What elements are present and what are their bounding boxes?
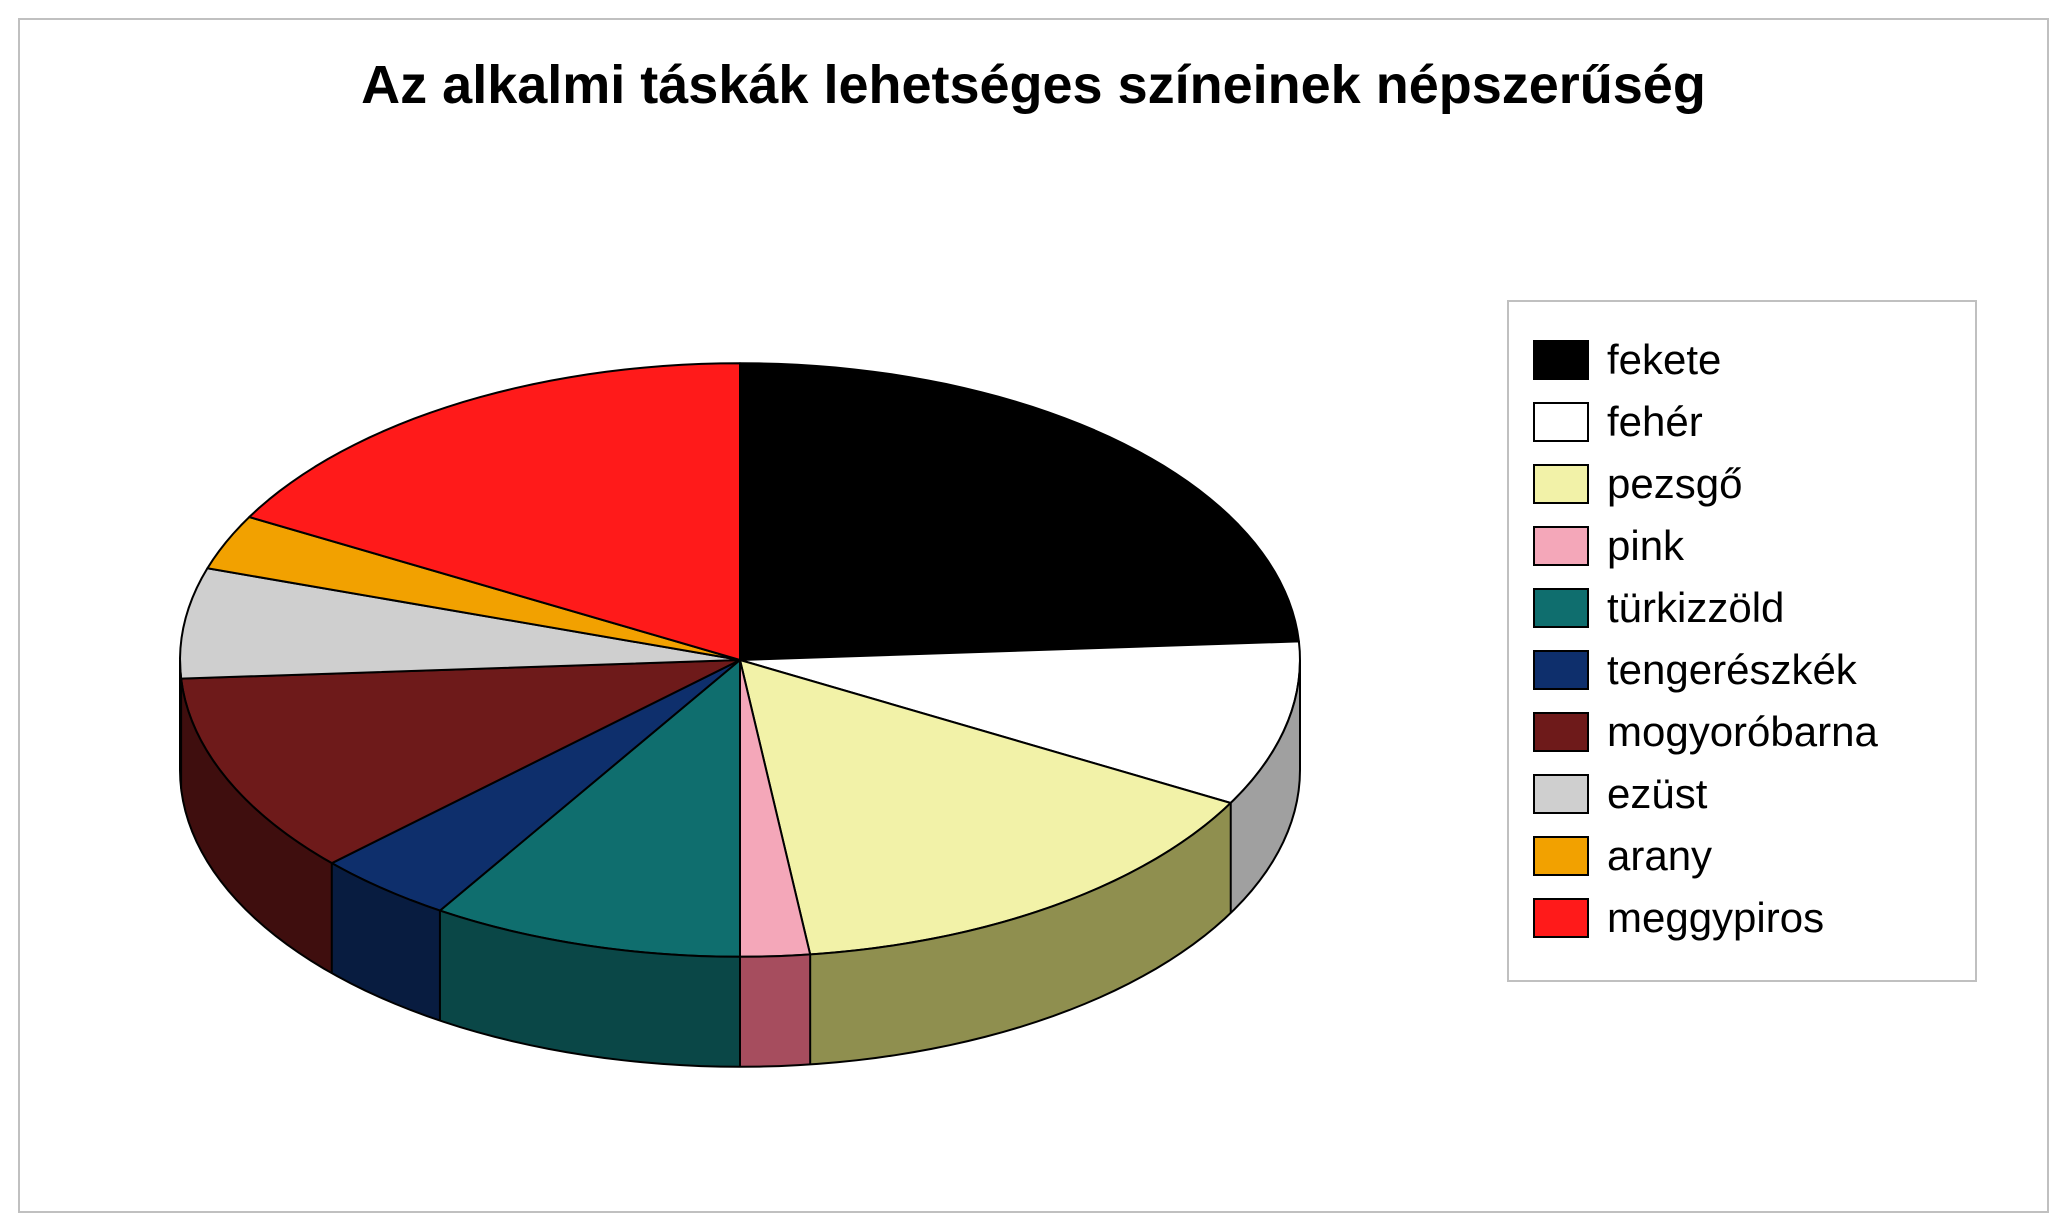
legend-label: arany <box>1607 832 1712 880</box>
legend-label: mogyoróbarna <box>1607 708 1878 756</box>
legend-swatch <box>1533 898 1589 938</box>
legend-swatch <box>1533 588 1589 628</box>
legend-label: türkizzöld <box>1607 584 1784 632</box>
legend-item: fehér <box>1533 398 1951 446</box>
pie-slice <box>740 363 1299 660</box>
legend-label: pink <box>1607 522 1684 570</box>
legend-swatch <box>1533 774 1589 814</box>
legend-swatch <box>1533 836 1589 876</box>
chart-frame: Az alkalmi táskák lehetséges színeinek n… <box>18 18 2049 1213</box>
legend-item: meggypiros <box>1533 894 1951 942</box>
legend-item: mogyoróbarna <box>1533 708 1951 756</box>
legend-label: ezüst <box>1607 770 1707 818</box>
legend-label: meggypiros <box>1607 894 1824 942</box>
pie-top <box>180 363 1300 957</box>
legend-swatch <box>1533 464 1589 504</box>
legend-item: arany <box>1533 832 1951 880</box>
legend-swatch <box>1533 650 1589 690</box>
legend-swatch <box>1533 712 1589 752</box>
legend-item: tengerészkék <box>1533 646 1951 694</box>
legend: fekete fehér pezsgő pink türkizzöld tengerész… <box>1507 300 1977 982</box>
legend-item: fekete <box>1533 336 1951 384</box>
legend-item: pezsgő <box>1533 460 1951 508</box>
legend-label: tengerészkék <box>1607 646 1857 694</box>
legend-label: fekete <box>1607 336 1721 384</box>
legend-item: ezüst <box>1533 770 1951 818</box>
chart-title: Az alkalmi táskák lehetséges színeinek n… <box>20 54 2047 116</box>
legend-swatch <box>1533 526 1589 566</box>
legend-item: türkizzöld <box>1533 584 1951 632</box>
legend-item: pink <box>1533 522 1951 570</box>
legend-label: pezsgő <box>1607 460 1742 508</box>
legend-swatch <box>1533 340 1589 380</box>
legend-label: fehér <box>1607 398 1703 446</box>
pie-chart <box>140 340 1340 1100</box>
pie-svg <box>140 340 1340 1100</box>
legend-swatch <box>1533 402 1589 442</box>
